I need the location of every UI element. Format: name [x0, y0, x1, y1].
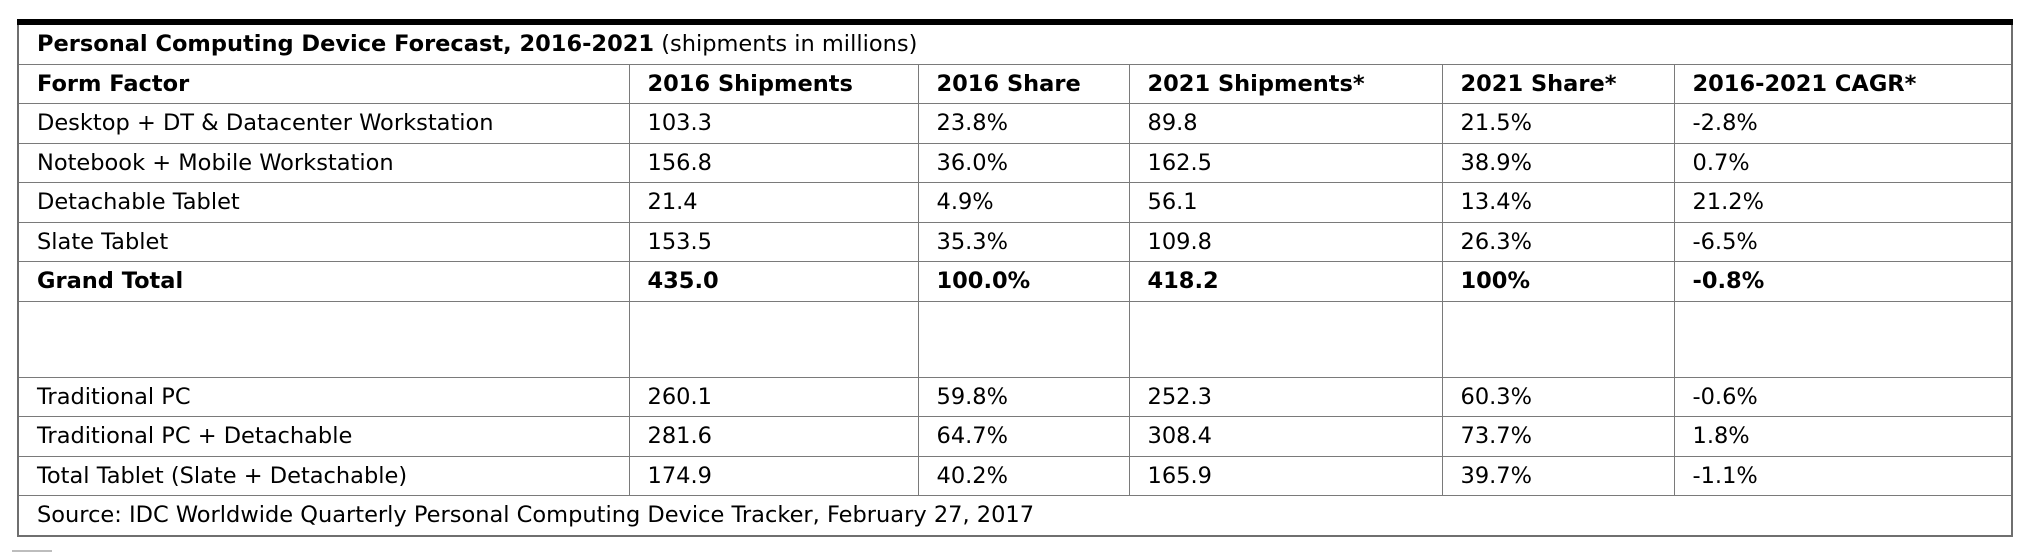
table-row: Desktop + DT & Datacenter Workstation 10… — [17, 103, 2013, 144]
cell-2021-share: 39.7% — [1441, 455, 1675, 496]
total-label: Grand Total — [17, 261, 630, 302]
cell-2021-shipments: 56.1 — [1128, 182, 1443, 223]
cell-form-factor: Traditional PC — [17, 376, 630, 417]
header-row: Form Factor 2016 Shipments 2016 Share 20… — [17, 63, 2013, 104]
cell-2021-share: 60.3% — [1441, 376, 1675, 417]
cell-2021-shipments: 252.3 — [1128, 376, 1443, 417]
cell-2016-shipments: 174.9 — [628, 455, 919, 496]
table-row: Detachable Tablet 21.4 4.9% 56.1 13.4% 2… — [17, 182, 2013, 223]
cell-2021-share: 73.7% — [1441, 416, 1675, 457]
total-2016-shipments: 435.0 — [628, 261, 919, 302]
cell-cagr: 21.2% — [1673, 182, 2013, 223]
cell-cagr: 0.7% — [1673, 142, 2013, 183]
cell-form-factor: Slate Tablet — [17, 221, 630, 262]
cell-2021-share: 21.5% — [1441, 103, 1675, 144]
header-2021-shipments: 2021 Shipments* — [1128, 63, 1443, 104]
cell-2016-shipments: 260.1 — [628, 376, 919, 417]
table-title-row: Personal Computing Device Forecast, 2016… — [18, 21, 2013, 65]
header-form-factor: Form Factor — [17, 63, 630, 104]
cell-2021-shipments: 165.9 — [1128, 455, 1443, 496]
header-2016-share: 2016 Share — [917, 63, 1130, 104]
cell-2016-share: 64.7% — [917, 416, 1130, 457]
cell-cagr: 1.8% — [1673, 416, 2013, 457]
cell-form-factor: Traditional PC + Detachable — [17, 416, 630, 457]
grand-total-row: Grand Total 435.0 100.0% 418.2 100% -0.8… — [17, 261, 2013, 302]
cell-2021-share: 26.3% — [1441, 221, 1675, 262]
cell-2021-share: 38.9% — [1441, 142, 1675, 183]
table-row: Slate Tablet 153.5 35.3% 109.8 26.3% -6.… — [17, 221, 2013, 262]
source-row: Source: IDC Worldwide Quarterly Personal… — [17, 495, 2013, 536]
header-2016-shipments: 2016 Shipments — [628, 63, 919, 104]
cell-cagr: -2.8% — [1673, 103, 2013, 144]
cell-form-factor: Desktop + DT & Datacenter Workstation — [17, 103, 630, 144]
cell-form-factor: Notebook + Mobile Workstation — [17, 142, 630, 183]
cell-2016-shipments: 156.8 — [628, 142, 919, 183]
page-edge-mark — [12, 550, 52, 558]
cell-cagr: -6.5% — [1673, 221, 2013, 262]
spacer-cell — [17, 300, 630, 378]
source-note: Source: IDC Worldwide Quarterly Personal… — [17, 495, 2013, 536]
table-title-main: Personal Computing Device Forecast, 2016… — [37, 31, 655, 58]
table-title: Personal Computing Device Forecast, 2016… — [18, 21, 2013, 65]
spacer-cell — [628, 300, 919, 378]
cell-cagr: -1.1% — [1673, 455, 2013, 496]
cell-2016-shipments: 103.3 — [628, 103, 919, 144]
cell-2016-shipments: 281.6 — [628, 416, 919, 457]
cell-cagr: -0.6% — [1673, 376, 2013, 417]
cell-2021-shipments: 109.8 — [1128, 221, 1443, 262]
cell-2016-share: 35.3% — [917, 221, 1130, 262]
cell-form-factor: Detachable Tablet — [17, 182, 630, 223]
spacer-cell — [1441, 300, 1675, 378]
spacer-cell — [1128, 300, 1443, 378]
cell-2021-shipments: 89.8 — [1128, 103, 1443, 144]
table-row: Notebook + Mobile Workstation 156.8 36.0… — [17, 142, 2013, 183]
cell-2021-share: 13.4% — [1441, 182, 1675, 223]
table-row: Total Tablet (Slate + Detachable) 174.9 … — [17, 455, 2013, 496]
table-title-sub: (shipments in millions) — [661, 31, 918, 58]
total-2021-shipments: 418.2 — [1128, 261, 1443, 302]
spacer-cell — [917, 300, 1130, 378]
total-2021-share: 100% — [1441, 261, 1675, 302]
cell-2016-share: 23.8% — [917, 103, 1130, 144]
forecast-table-container: Personal Computing Device Forecast, 2016… — [17, 19, 2014, 537]
cell-2021-shipments: 308.4 — [1128, 416, 1443, 457]
cell-2016-share: 36.0% — [917, 142, 1130, 183]
spacer-cell — [1673, 300, 2013, 378]
table-row: Traditional PC + Detachable 281.6 64.7% … — [17, 416, 2013, 457]
total-cagr: -0.8% — [1673, 261, 2013, 302]
cell-2016-share: 40.2% — [917, 455, 1130, 496]
cell-2016-shipments: 21.4 — [628, 182, 919, 223]
table-row: Traditional PC 260.1 59.8% 252.3 60.3% -… — [17, 376, 2013, 417]
cell-2016-share: 59.8% — [917, 376, 1130, 417]
cell-2016-shipments: 153.5 — [628, 221, 919, 262]
header-cagr: 2016-2021 CAGR* — [1673, 63, 2013, 104]
forecast-table: Personal Computing Device Forecast, 2016… — [17, 19, 2014, 537]
cell-2016-share: 4.9% — [917, 182, 1130, 223]
cell-form-factor: Total Tablet (Slate + Detachable) — [17, 455, 630, 496]
spacer-row — [17, 300, 2013, 378]
header-2021-share: 2021 Share* — [1441, 63, 1675, 104]
total-2016-share: 100.0% — [917, 261, 1130, 302]
cell-2021-shipments: 162.5 — [1128, 142, 1443, 183]
